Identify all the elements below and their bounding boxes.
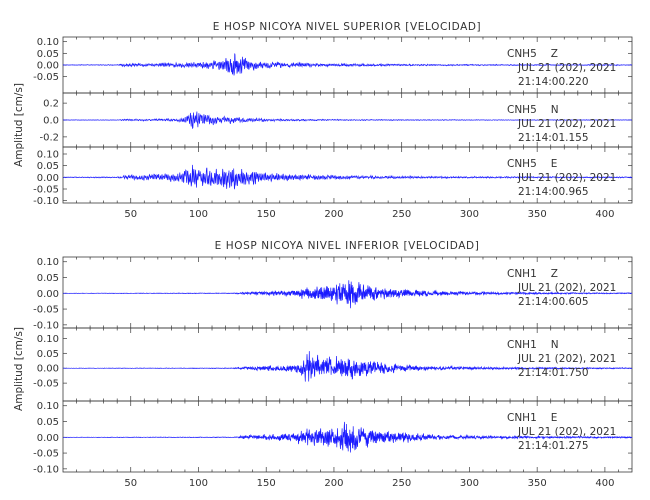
time-label: 21:14:01.750 — [518, 367, 589, 379]
component-name: E — [551, 412, 558, 424]
y-tick-label: 0.00 — [37, 61, 59, 72]
date-label: JUL 21 (202), 2021 — [517, 426, 616, 438]
y-tick-label: 0.00 — [37, 364, 59, 375]
y-tick-label: 0.0 — [43, 116, 59, 127]
station-name: CNH5 — [507, 48, 537, 60]
y-tick-label: 0.05 — [37, 49, 59, 60]
time-label: 21:14:01.155 — [518, 132, 589, 144]
component-name: N — [551, 104, 559, 116]
chart-title-inferior: E HOSP NICOYA NIVEL INFERIOR [VELOCIDAD] — [215, 240, 480, 252]
y-tick-label: 0.10 — [37, 257, 59, 268]
station-label: CNH5 N — [507, 104, 559, 116]
y-tick-label: -0.10 — [33, 320, 59, 331]
component-name: E — [551, 158, 558, 170]
time-label: 21:14:01.275 — [518, 440, 589, 452]
x-tick-label: 150 — [257, 209, 276, 220]
y-tick-label: 0.00 — [37, 173, 59, 184]
y-tick-label: -0.2 — [39, 132, 59, 143]
y-tick-label: 0.2 — [43, 99, 59, 110]
y-tick-label: 0.05 — [37, 349, 59, 360]
x-tick-label: 400 — [595, 209, 614, 220]
date-label: JUL 21 (202), 2021 — [517, 62, 616, 74]
seismogram-trace — [62, 53, 632, 76]
seismogram-trace — [62, 421, 633, 453]
x-tick-label: 50 — [124, 209, 137, 220]
y-tick-label: 0.05 — [37, 273, 59, 284]
time-label: 21:14:00.220 — [518, 76, 589, 88]
y-tick-label: 0.00 — [37, 289, 59, 300]
x-tick-label: 200 — [324, 478, 343, 489]
y-tick-label: -0.05 — [33, 449, 59, 460]
station-label: CNH5 E — [507, 158, 557, 170]
chart-title-superior: E HOSP NICOYA NIVEL SUPERIOR [VELOCIDAD] — [213, 21, 481, 33]
y-axis-label-superior: Amplitud [cm/s] — [13, 83, 25, 167]
y-tick-label: 0.10 — [37, 334, 59, 345]
station-name: CNH5 — [507, 104, 537, 116]
time-label: 21:14:00.965 — [518, 186, 589, 198]
date-label: JUL 21 (202), 2021 — [517, 353, 616, 365]
seismogram-trace — [62, 111, 633, 130]
time-label: 21:14:00.605 — [518, 296, 589, 308]
date-label: JUL 21 (202), 2021 — [517, 172, 616, 184]
panel-cnh1-n: 0.10 0.05 0.00 -0.05 CNH1 N JUL 21 (202), 2021… — [33, 327, 633, 402]
y-tick-label: -0.10 — [33, 464, 59, 475]
panel-cnh5-n: 0.2 0.0 -0.2 CNH5 N JUL 21 (202), 2021 21:14:0… — [39, 92, 633, 148]
component-name: Z — [551, 268, 558, 280]
y-tick-label: 0.05 — [37, 161, 59, 172]
x-tick-label: 100 — [189, 209, 208, 220]
seismogram-trace — [63, 280, 633, 309]
y-tick-label: -0.10 — [33, 196, 59, 207]
seismogram-trace — [62, 164, 633, 190]
y-axis-label-inferior: Amplitud [cm/s] — [13, 327, 25, 411]
y-tick-label: 0.00 — [37, 433, 59, 444]
date-label: JUL 21 (202), 2021 — [517, 118, 616, 130]
x-tick-label: 350 — [528, 209, 547, 220]
y-tick-label: 0.05 — [37, 417, 59, 428]
x-tick-label: 400 — [595, 478, 614, 489]
panel-cnh5-e: 0.100.050.00-0.05-0.10 CNH5 E JUL 21 (202),… — [33, 146, 633, 220]
date-label: JUL 21 (202), 2021 — [517, 282, 616, 294]
station-label: CNH1 Z — [507, 268, 558, 280]
station-name: CNH1 — [507, 412, 537, 424]
y-tick-label: 0.10 — [37, 401, 59, 412]
component-name: N — [551, 339, 559, 351]
station-label: CNH1 E — [507, 412, 557, 424]
panel-cnh1-z: 0.10 0.05 0.00 -0.05 -0.10 CNH1 Z JUL 21 (202),… — [33, 256, 633, 331]
y-tick-label: 0.10 — [37, 37, 59, 48]
y-tick-label: -0.05 — [33, 379, 59, 390]
station-label: CNH5 Z — [507, 48, 558, 60]
x-tick-label: 200 — [324, 209, 343, 220]
x-tick-label: 50 — [124, 478, 137, 489]
seismogram-trace — [63, 351, 633, 382]
y-tick-label: -0.05 — [33, 305, 59, 316]
panel-cnh1-e: 0.10 0.05 0.00 -0.05 -0.10 CNH1 E JUL 21 (202),… — [33, 400, 633, 489]
station-name: CNH5 — [507, 158, 537, 170]
x-tick-label: 300 — [460, 478, 479, 489]
y-tick-label: 0.10 — [37, 150, 59, 161]
x-tick-label: 250 — [392, 478, 411, 489]
y-tick-label: -0.05 — [33, 72, 59, 83]
x-tick-label: 250 — [392, 209, 411, 220]
x-tick-label: 150 — [257, 478, 276, 489]
component-name: Z — [551, 48, 558, 60]
station-name: CNH1 — [507, 268, 537, 280]
station-label: CNH1 N — [507, 339, 559, 351]
panel-cnh5-z: 0.100.050.00-0.05 CNH5 Z JUL 21 (202), 2021… — [33, 36, 633, 94]
station-name: CNH1 — [507, 339, 537, 351]
x-tick-label: 350 — [528, 478, 547, 489]
y-tick-label: -0.05 — [33, 185, 59, 196]
x-tick-label: 100 — [189, 478, 208, 489]
x-tick-label: 300 — [460, 209, 479, 220]
